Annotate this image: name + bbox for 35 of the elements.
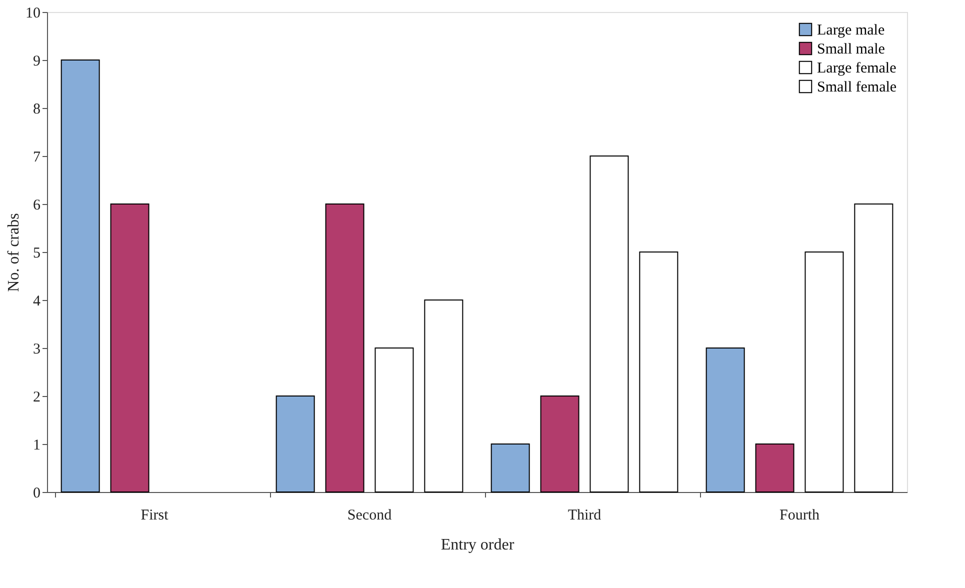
y-tick-label: 6 (33, 198, 41, 214)
bar (639, 252, 678, 492)
bar (60, 60, 100, 492)
bar (424, 300, 464, 492)
y-tick-label: 7 (33, 150, 41, 166)
y-tick-label: 8 (33, 102, 40, 118)
bar (854, 204, 894, 492)
bar (540, 396, 580, 492)
bar (490, 444, 530, 492)
y-tick-label: 4 (33, 294, 41, 310)
legend-label: Large male (817, 22, 885, 38)
y-axis-title: No. of crabs (6, 213, 22, 292)
x-tick-label: Third (568, 508, 602, 524)
legend-label: Large female (817, 60, 897, 76)
legend-label: Small female (817, 80, 897, 96)
bar (276, 396, 315, 492)
y-tick-label: 2 (33, 390, 40, 406)
y-tick-label: 9 (33, 54, 40, 70)
bar (804, 252, 844, 492)
y-tick-label: 0 (33, 486, 40, 502)
bar (325, 204, 364, 492)
y-tick-label: 1 (33, 438, 40, 454)
bar (590, 156, 629, 492)
bar (706, 348, 745, 492)
x-tick-label: First (140, 508, 170, 524)
x-tick-label: Fourth (779, 508, 820, 524)
bar (374, 348, 414, 492)
x-tick-label: Second (347, 508, 392, 524)
y-tick-label: 3 (33, 342, 40, 358)
x-axis-title: Entry order (440, 536, 515, 554)
y-tick-label: 5 (33, 246, 40, 262)
legend-label: Small male (817, 42, 886, 58)
y-tick-label: 10 (26, 6, 40, 22)
bar (755, 444, 794, 492)
bar (110, 204, 150, 492)
